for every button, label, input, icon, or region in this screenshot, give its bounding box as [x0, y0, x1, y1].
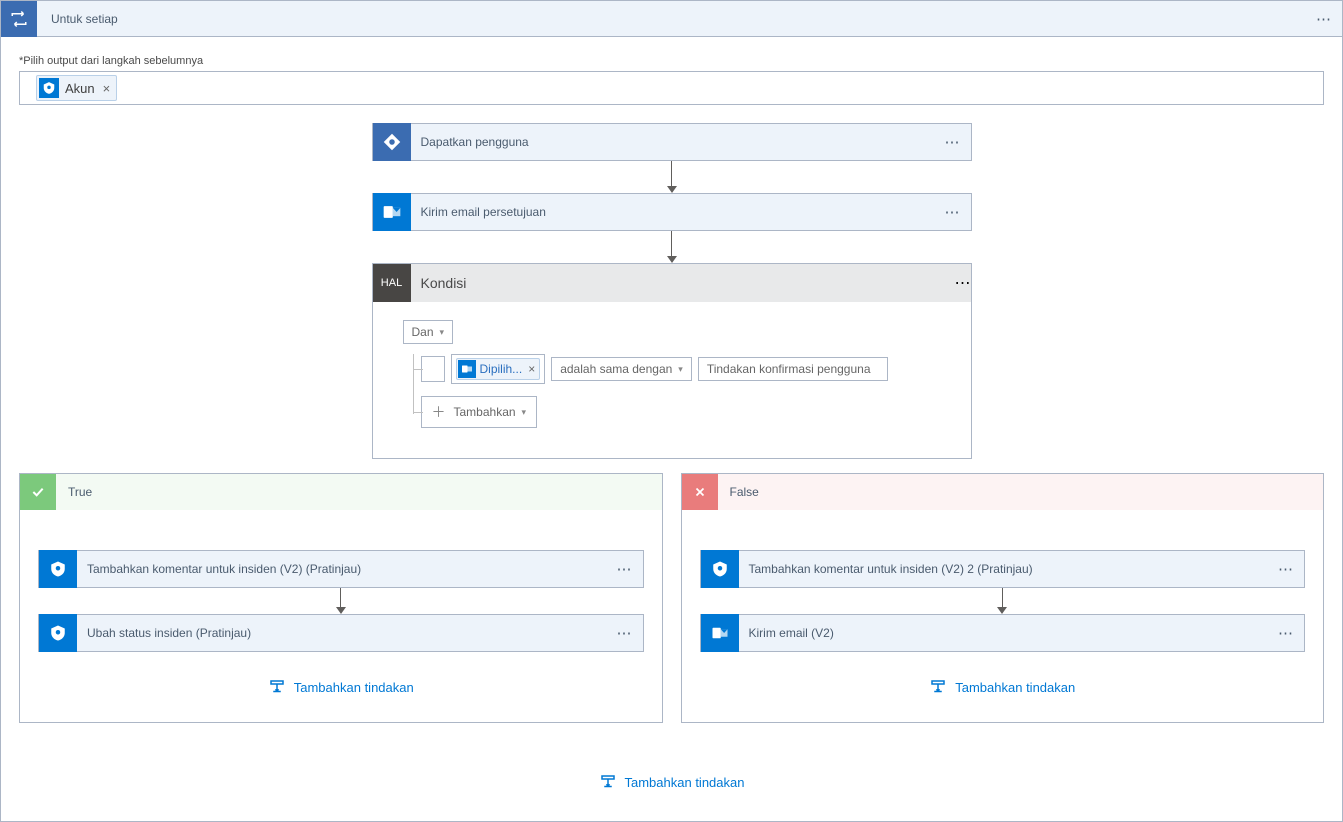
false-add-action-label: Tambahkan tindakan — [955, 680, 1075, 695]
outlook-icon-box — [701, 614, 739, 652]
outlook-icon — [382, 202, 402, 222]
condition-value-input[interactable]: Tindakan konfirmasi pengguna — [698, 357, 888, 381]
foreach-menu[interactable]: ⋯ — [1306, 10, 1342, 28]
foreach-header[interactable]: Untuk setiap ⋯ — [1, 1, 1342, 37]
foreach-icon-box — [1, 1, 37, 37]
outlook-icon — [711, 624, 729, 642]
condition-title: Kondisi — [411, 275, 467, 291]
true-header: True — [20, 474, 662, 510]
selected-token-text: Dipilih... — [480, 362, 523, 376]
true-add-action[interactable]: Tambahkan tindakan — [268, 678, 414, 696]
true-step2-card[interactable]: Ubah status insiden (Pratinjau) ⋯ — [38, 614, 644, 652]
true-body: Tambahkan komentar untuk insiden (V2) (P… — [20, 510, 662, 722]
output-field-label: *Pilih output dari langkah sebelumnya — [19, 55, 1324, 67]
account-token[interactable]: Akun × — [36, 75, 117, 101]
outlook-token-icon — [458, 360, 476, 378]
false-header: False — [682, 474, 1324, 510]
output-token-input[interactable]: Akun × — [19, 71, 1324, 105]
foreach-container: Untuk setiap ⋯ *Pilih output dari langka… — [0, 0, 1343, 822]
true-step1-title: Tambahkan komentar untuk insiden (V2) (P… — [77, 562, 607, 576]
plus-icon: ＋ — [432, 402, 446, 422]
azure-ad-icon — [381, 131, 403, 153]
selected-token[interactable]: Dipilih... × — [456, 358, 541, 380]
foreach-title: Untuk setiap — [37, 12, 1306, 26]
condition-row: Dipilih... × adalah sama dengan ▾ Tindak… — [421, 354, 941, 384]
inner-content: *Pilih output dari langkah sebelumnya Ak… — [1, 37, 1342, 459]
check-icon — [30, 484, 46, 500]
account-token-remove[interactable]: × — [103, 81, 111, 96]
bottom-add-action[interactable]: Tambahkan tindakan — [599, 773, 745, 791]
get-user-card[interactable]: Dapatkan pengguna ⋯ — [372, 123, 972, 161]
false-icon-box — [682, 474, 718, 510]
get-user-title: Dapatkan pengguna — [411, 135, 935, 149]
add-condition-label: Tambahkan — [454, 405, 516, 419]
condition-checkbox[interactable] — [421, 356, 445, 382]
arrow-down-true — [336, 588, 346, 614]
condition-box: HAL Kondisi ⋯ Dan ▾ — [372, 263, 972, 459]
send-approval-card[interactable]: Kirim email persetujuan ⋯ — [372, 193, 972, 231]
sentinel-icon-box — [701, 550, 739, 588]
add-action-icon — [599, 773, 617, 791]
chevron-down-icon: ▾ — [678, 364, 683, 375]
close-icon — [693, 485, 707, 499]
account-token-text: Akun — [65, 81, 95, 96]
condition-value-text: Tindakan konfirmasi pengguna — [707, 362, 871, 376]
outlook-icon-box — [373, 193, 411, 231]
condition-left-operand[interactable]: Dipilih... × — [451, 354, 546, 384]
false-branch: False Tambahkan komentar untuk insiden (… — [681, 473, 1325, 723]
false-step1-title: Tambahkan komentar untuk insiden (V2) 2 … — [739, 562, 1269, 576]
false-step2-title: Kirim email (V2) — [739, 626, 1269, 640]
true-step2-menu[interactable]: ⋯ — [607, 624, 643, 642]
true-title: True — [56, 485, 92, 499]
false-body: Tambahkan komentar untuk insiden (V2) 2 … — [682, 510, 1324, 722]
add-condition-button[interactable]: ＋ Tambahkan ▾ — [421, 396, 538, 428]
condition-body: Dan ▾ — [373, 302, 971, 458]
false-step2-menu[interactable]: ⋯ — [1268, 624, 1304, 642]
condition-header[interactable]: HAL Kondisi ⋯ — [373, 264, 971, 302]
azure-ad-icon-box — [373, 123, 411, 161]
arrow-down-false — [997, 588, 1007, 614]
sentinel-icon — [49, 624, 67, 642]
sentinel-icon — [39, 78, 59, 98]
condition-tree: Dipilih... × adalah sama dengan ▾ Tindak… — [403, 354, 941, 428]
false-step1-card[interactable]: Tambahkan komentar untuk insiden (V2) 2 … — [700, 550, 1306, 588]
true-add-action-label: Tambahkan tindakan — [294, 680, 414, 695]
branches-row: True Tambahkan komentar untuk insiden (V… — [19, 473, 1324, 723]
arrow-down-2 — [667, 231, 677, 263]
add-row: ＋ Tambahkan ▾ — [421, 396, 941, 428]
condition-menu[interactable]: ⋯ — [955, 273, 971, 293]
bottom-add-row: Tambahkan tindakan — [1, 773, 1342, 791]
false-step1-menu[interactable]: ⋯ — [1268, 560, 1304, 578]
bottom-add-action-label: Tambahkan tindakan — [625, 775, 745, 790]
true-step1-card[interactable]: Tambahkan komentar untuk insiden (V2) (P… — [38, 550, 644, 588]
get-user-menu[interactable]: ⋯ — [935, 133, 971, 151]
operator-label: adalah sama dengan — [560, 362, 672, 376]
false-step2-card[interactable]: Kirim email (V2) ⋯ — [700, 614, 1306, 652]
add-action-icon — [268, 678, 286, 696]
chevron-down-icon: ▾ — [522, 407, 527, 418]
send-approval-menu[interactable]: ⋯ — [935, 203, 971, 221]
operator-selector[interactable]: adalah sama dengan ▾ — [551, 357, 692, 381]
true-step1-menu[interactable]: ⋯ — [607, 560, 643, 578]
loop-icon — [10, 10, 28, 28]
false-add-action[interactable]: Tambahkan tindakan — [929, 678, 1075, 696]
chevron-down-icon: ▾ — [440, 327, 445, 338]
send-approval-title: Kirim email persetujuan — [411, 205, 935, 219]
logic-label: Dan — [412, 325, 434, 339]
logic-selector[interactable]: Dan ▾ — [403, 320, 454, 344]
selected-token-remove[interactable]: × — [528, 362, 535, 376]
add-action-icon — [929, 678, 947, 696]
sentinel-icon-box — [39, 550, 77, 588]
sentinel-icon — [49, 560, 67, 578]
true-icon-box — [20, 474, 56, 510]
condition-icon-box: HAL — [373, 264, 411, 302]
true-branch: True Tambahkan komentar untuk insiden (V… — [19, 473, 663, 723]
true-step2-title: Ubah status insiden (Pratinjau) — [77, 626, 607, 640]
sentinel-icon-box — [39, 614, 77, 652]
arrow-down-1 — [667, 161, 677, 193]
sentinel-icon — [711, 560, 729, 578]
flow-column: Dapatkan pengguna ⋯ Kirim email persetuj… — [19, 123, 1324, 459]
false-title: False — [718, 485, 759, 499]
